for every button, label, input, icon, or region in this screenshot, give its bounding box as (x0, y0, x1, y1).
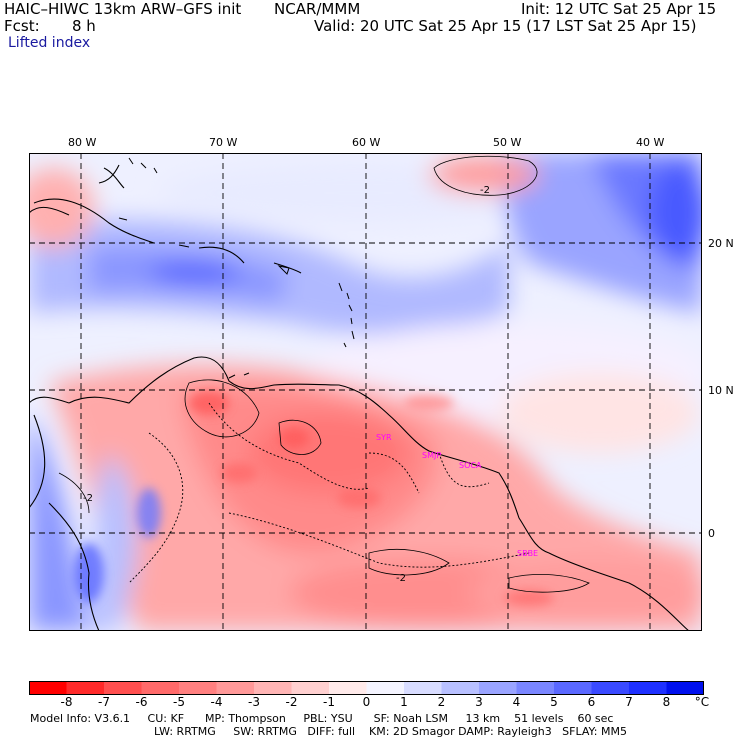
colorbar-swatch (666, 681, 704, 695)
colorbar-swatch (216, 681, 255, 695)
station-label-syr: SYR (376, 433, 392, 442)
colorbar-swatch (366, 681, 405, 695)
model-info-line1: Model Info: V3.6.1 CU: KF MP: Thompson P… (30, 712, 614, 725)
lon-label-40w: 40 W (636, 136, 665, 149)
station-label-soca: SOCA (459, 461, 482, 470)
colorbar-swatch (291, 681, 330, 695)
colorbar-swatch (141, 681, 180, 695)
colorbar-swatch (554, 681, 592, 695)
colorbar-tick-label: -6 (135, 695, 148, 709)
colorbar-swatch (179, 681, 217, 695)
colorbar-tick-label: -1 (323, 695, 335, 709)
colorbar-swatch (591, 681, 630, 695)
lat-label-10n: 10 N (708, 384, 734, 397)
colorbar-swatch (629, 681, 667, 695)
colorbar-tick-label: -2 (285, 695, 298, 709)
colorbar-swatch (29, 681, 67, 695)
lon-label-70w: 70 W (209, 136, 238, 149)
colorbar-swatch (66, 681, 105, 695)
colorbar-tick-label: 4 (512, 695, 521, 709)
colorbar-tick-label: -5 (173, 695, 185, 709)
colorbar-swatch (441, 681, 480, 695)
colorbar-tick-label: -8 (60, 695, 73, 709)
station-label-smjp: SMJP (422, 451, 441, 460)
colorbar-swatch (479, 681, 517, 695)
lon-label-80w: 80 W (68, 136, 97, 149)
colorbar-swatch (254, 681, 292, 695)
station-label-sbbe: SBBE (517, 549, 538, 558)
colorbar-tick-label: 1 (400, 695, 408, 709)
lon-label-60w: 60 W (352, 136, 381, 149)
model-title: HAIC–HIWC 13km ARW–GFS init (4, 0, 242, 18)
lat-label-0: 0 (708, 527, 715, 540)
lat-label-20n: 20 N (708, 237, 734, 250)
colorbar-tick-label: -3 (248, 695, 260, 709)
colorbar-tick-label: 3 (475, 695, 483, 709)
valid-time: Valid: 20 UTC Sat 25 Apr 15 (17 LST Sat … (314, 17, 697, 35)
org-label: NCAR/MMM (274, 0, 361, 18)
colorbar-tick-label: -4 (210, 695, 223, 709)
colorbar-tick-label: 5 (550, 695, 558, 709)
colorbar-swatch (404, 681, 442, 695)
colorbar-tick-label: 0 (362, 695, 371, 709)
contour-label: -2 (396, 573, 406, 584)
colorbar-tick-label: -7 (98, 695, 110, 709)
model-info-line2: LW: RRTMG SW: RRTMG DIFF: full KM: 2D Sm… (154, 725, 627, 738)
lon-label-50w: 50 W (493, 136, 522, 149)
forecast-label: Fcst: (4, 17, 40, 35)
forecast-hours: 8 h (72, 17, 96, 35)
field-name: Lifted index (8, 35, 91, 51)
lifted-index-map: -2 -2 -2 SYR SMJP SOCA SBBE (29, 153, 702, 631)
contour-label: -2 (83, 493, 93, 504)
colorbar-tick-label: 7 (625, 695, 633, 709)
colorbar-border (29, 681, 704, 695)
init-time: Init: 12 UTC Sat 25 Apr 15 (521, 0, 717, 18)
colorbar-swatch (104, 681, 142, 695)
colorbar (29, 681, 704, 695)
colorbar-unit: °C (694, 695, 710, 709)
colorbar-tick-label: 6 (587, 695, 596, 709)
colorbar-swatch (516, 681, 555, 695)
colorbar-swatch (329, 681, 367, 695)
colorbar-tick-label: 8 (662, 695, 671, 709)
colorbar-tick-label: 2 (437, 695, 446, 709)
contour-label: -2 (480, 185, 490, 196)
